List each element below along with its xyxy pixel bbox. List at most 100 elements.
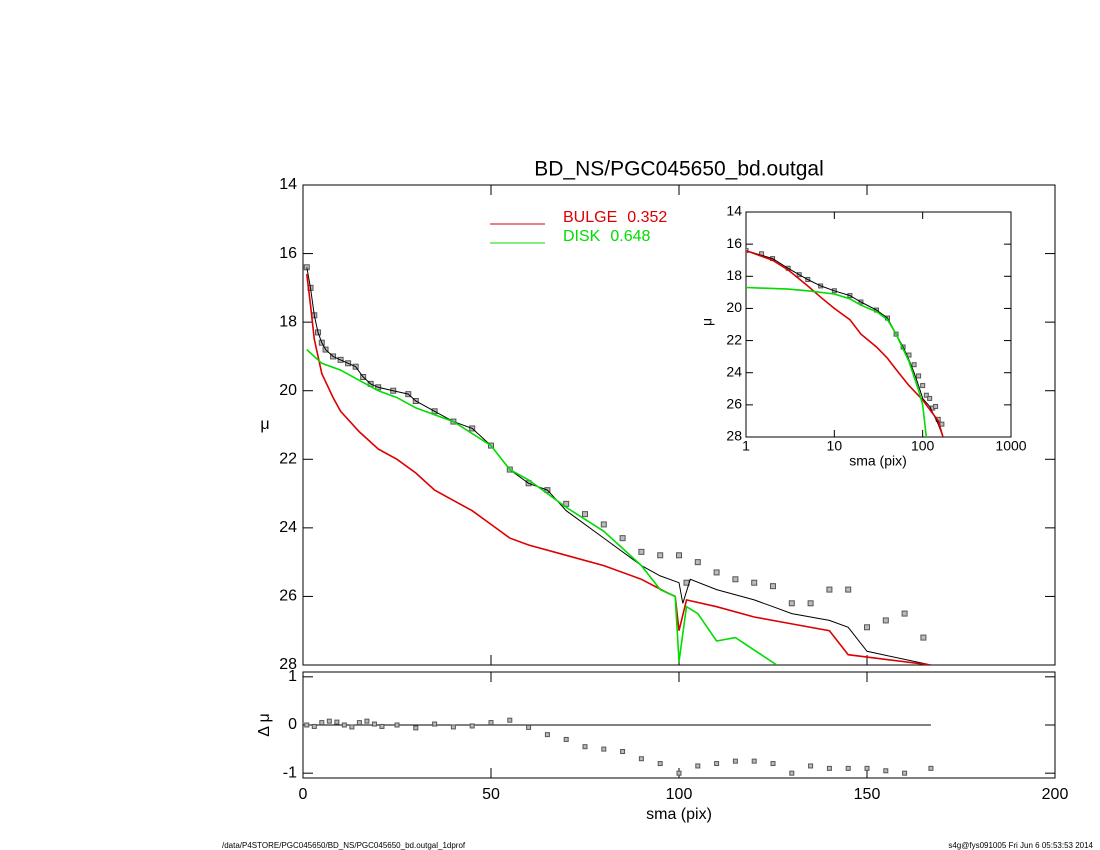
- data-point: [920, 383, 926, 389]
- x-tick-label: 1000: [995, 438, 1026, 454]
- data-point: [334, 719, 340, 725]
- legend-label: BULGE: [563, 209, 617, 226]
- y-axis-label: μ: [699, 318, 715, 326]
- data-point: [379, 723, 385, 729]
- y-tick-label: 20: [726, 299, 742, 315]
- y-tick-label: 16: [279, 245, 297, 262]
- data-point: [657, 552, 664, 559]
- y-tick-label: 22: [726, 331, 742, 347]
- data-point: [676, 552, 682, 559]
- series-line: [746, 250, 944, 437]
- data-point: [394, 722, 400, 728]
- data-point: [450, 724, 456, 730]
- data-point: [356, 720, 362, 726]
- data-point: [694, 559, 701, 566]
- y-tick-label: 24: [726, 363, 742, 379]
- data-point: [413, 725, 419, 731]
- data-point: [732, 576, 739, 583]
- y-tick-label: 14: [279, 176, 297, 193]
- data-point: [864, 765, 870, 771]
- x-tick-label: 1: [742, 438, 750, 454]
- data-point: [349, 724, 355, 730]
- data-point: [826, 765, 832, 771]
- series-line: [746, 286, 928, 437]
- data-point: [563, 736, 569, 742]
- data-point: [714, 761, 720, 767]
- data-point: [311, 723, 317, 729]
- data-point: [713, 569, 720, 576]
- legend-fraction: 0.352: [627, 209, 667, 226]
- y-tick-label: 1: [288, 668, 297, 685]
- data-point: [845, 765, 851, 771]
- plot-area: [303, 717, 934, 776]
- y-tick-label: 18: [726, 267, 742, 283]
- plot-area: [746, 248, 945, 437]
- data-point: [319, 720, 325, 726]
- y-tick-label: 28: [279, 656, 297, 673]
- y-tick-label: 24: [279, 519, 297, 536]
- legend-fraction: 0.648: [610, 228, 650, 245]
- data-point: [620, 749, 626, 754]
- x-tick-label: 100: [911, 438, 935, 454]
- data-point: [619, 535, 626, 542]
- data-point: [582, 744, 588, 750]
- data-point: [488, 720, 494, 726]
- legend-label: DISK: [563, 228, 601, 245]
- y-tick-label: 26: [279, 588, 297, 605]
- data-point: [933, 403, 939, 409]
- data-point: [638, 548, 645, 555]
- y-tick-label: -1: [283, 764, 297, 781]
- y-tick-label: 0: [288, 716, 297, 733]
- data-point: [526, 724, 532, 730]
- data-point: [732, 758, 738, 764]
- data-point: [341, 722, 347, 728]
- series-line: [746, 249, 944, 437]
- plot-area: [303, 264, 932, 665]
- series-line: [306, 274, 931, 665]
- data-point: [807, 600, 814, 607]
- x-axis-label: sma (pix): [849, 453, 907, 469]
- data-point: [371, 721, 377, 727]
- y-tick-label: 18: [279, 313, 297, 330]
- data-point: [582, 511, 588, 518]
- data-point: [507, 717, 513, 723]
- data-point: [916, 373, 922, 379]
- x-axis-label: sma (pix): [646, 806, 712, 823]
- y-tick-label: 28: [726, 428, 742, 444]
- data-point: [657, 761, 663, 767]
- data-point: [638, 756, 644, 762]
- y-axis-label: Δ μ: [256, 713, 273, 736]
- y-axis-label: μ: [260, 416, 269, 433]
- x-tick-label: 200: [1042, 786, 1069, 803]
- y-tick-label: 16: [726, 235, 742, 251]
- data-point: [432, 721, 438, 727]
- data-point: [788, 600, 795, 607]
- plot-frame: [745, 211, 1012, 438]
- data-point: [826, 586, 833, 593]
- y-tick-label: 22: [279, 451, 297, 468]
- x-tick-label: 150: [854, 786, 881, 803]
- y-tick-label: 14: [726, 203, 742, 219]
- data-point: [770, 583, 776, 590]
- series-line: [306, 349, 778, 665]
- data-point: [789, 770, 795, 776]
- data-point: [544, 732, 550, 738]
- data-point: [751, 579, 758, 586]
- data-point: [808, 763, 814, 769]
- data-point: [927, 395, 933, 401]
- data-point: [304, 722, 310, 728]
- data-point: [600, 521, 607, 528]
- footer-left: /data/P4STORE/PGC045650/BD_NS/PGC045650_…: [222, 841, 466, 850]
- data-point: [911, 362, 917, 368]
- footer-right: s4g@fys091005 Fri Jun 6 05:53:53 2014: [948, 841, 1093, 850]
- x-tick-label: 100: [666, 786, 693, 803]
- x-tick-label: 10: [827, 438, 843, 454]
- x-tick-label: 50: [482, 786, 500, 803]
- data-point: [326, 718, 332, 724]
- data-point: [676, 770, 682, 776]
- data-point: [923, 392, 929, 398]
- data-point: [902, 770, 908, 776]
- data-point: [751, 758, 757, 764]
- y-tick-label: 20: [279, 382, 297, 399]
